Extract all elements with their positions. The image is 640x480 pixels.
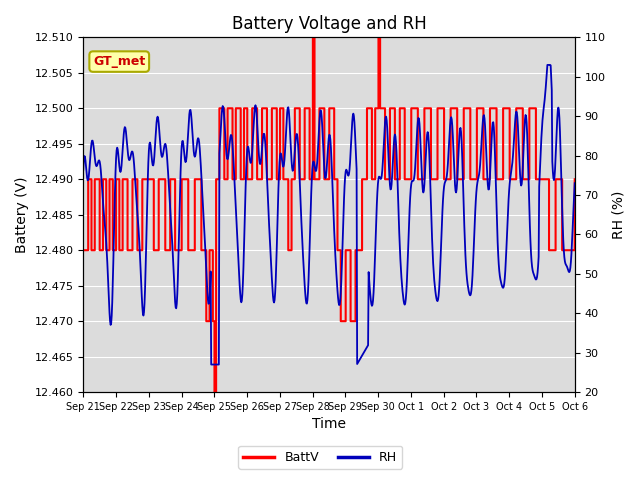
Y-axis label: Battery (V): Battery (V) — [15, 177, 29, 253]
Y-axis label: RH (%): RH (%) — [611, 191, 625, 239]
Title: Battery Voltage and RH: Battery Voltage and RH — [232, 15, 426, 33]
Legend: BattV, RH: BattV, RH — [238, 446, 402, 469]
Text: GT_met: GT_met — [93, 55, 145, 68]
X-axis label: Time: Time — [312, 418, 346, 432]
